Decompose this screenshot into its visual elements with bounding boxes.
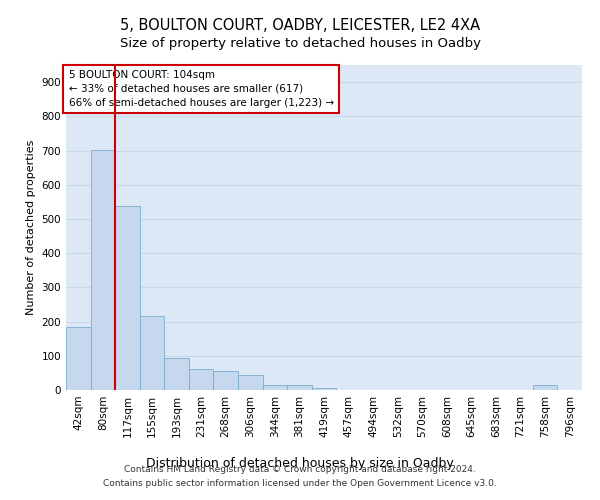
Text: Size of property relative to detached houses in Oadby: Size of property relative to detached ho… (119, 38, 481, 51)
Bar (312, 388, 336, 390)
Bar (533, 385, 557, 390)
Bar (214, 370, 238, 390)
Bar (238, 376, 263, 390)
Bar (66, 326, 91, 390)
Text: 5, BOULTON COURT, OADBY, LEICESTER, LE2 4XA: 5, BOULTON COURT, OADBY, LEICESTER, LE2 … (120, 18, 480, 32)
Bar (91, 150, 115, 390)
Bar (287, 384, 312, 390)
Text: 5 BOULTON COURT: 104sqm
← 33% of detached houses are smaller (617)
66% of semi-d: 5 BOULTON COURT: 104sqm ← 33% of detache… (68, 70, 334, 108)
Bar (164, 358, 189, 390)
Bar (140, 316, 164, 390)
Bar (115, 206, 140, 390)
Bar (263, 384, 287, 390)
Bar (189, 370, 214, 390)
Text: Distribution of detached houses by size in Oadby: Distribution of detached houses by size … (146, 458, 454, 470)
Y-axis label: Number of detached properties: Number of detached properties (26, 140, 36, 315)
Text: Contains HM Land Registry data © Crown copyright and database right 2024.
Contai: Contains HM Land Registry data © Crown c… (103, 466, 497, 487)
